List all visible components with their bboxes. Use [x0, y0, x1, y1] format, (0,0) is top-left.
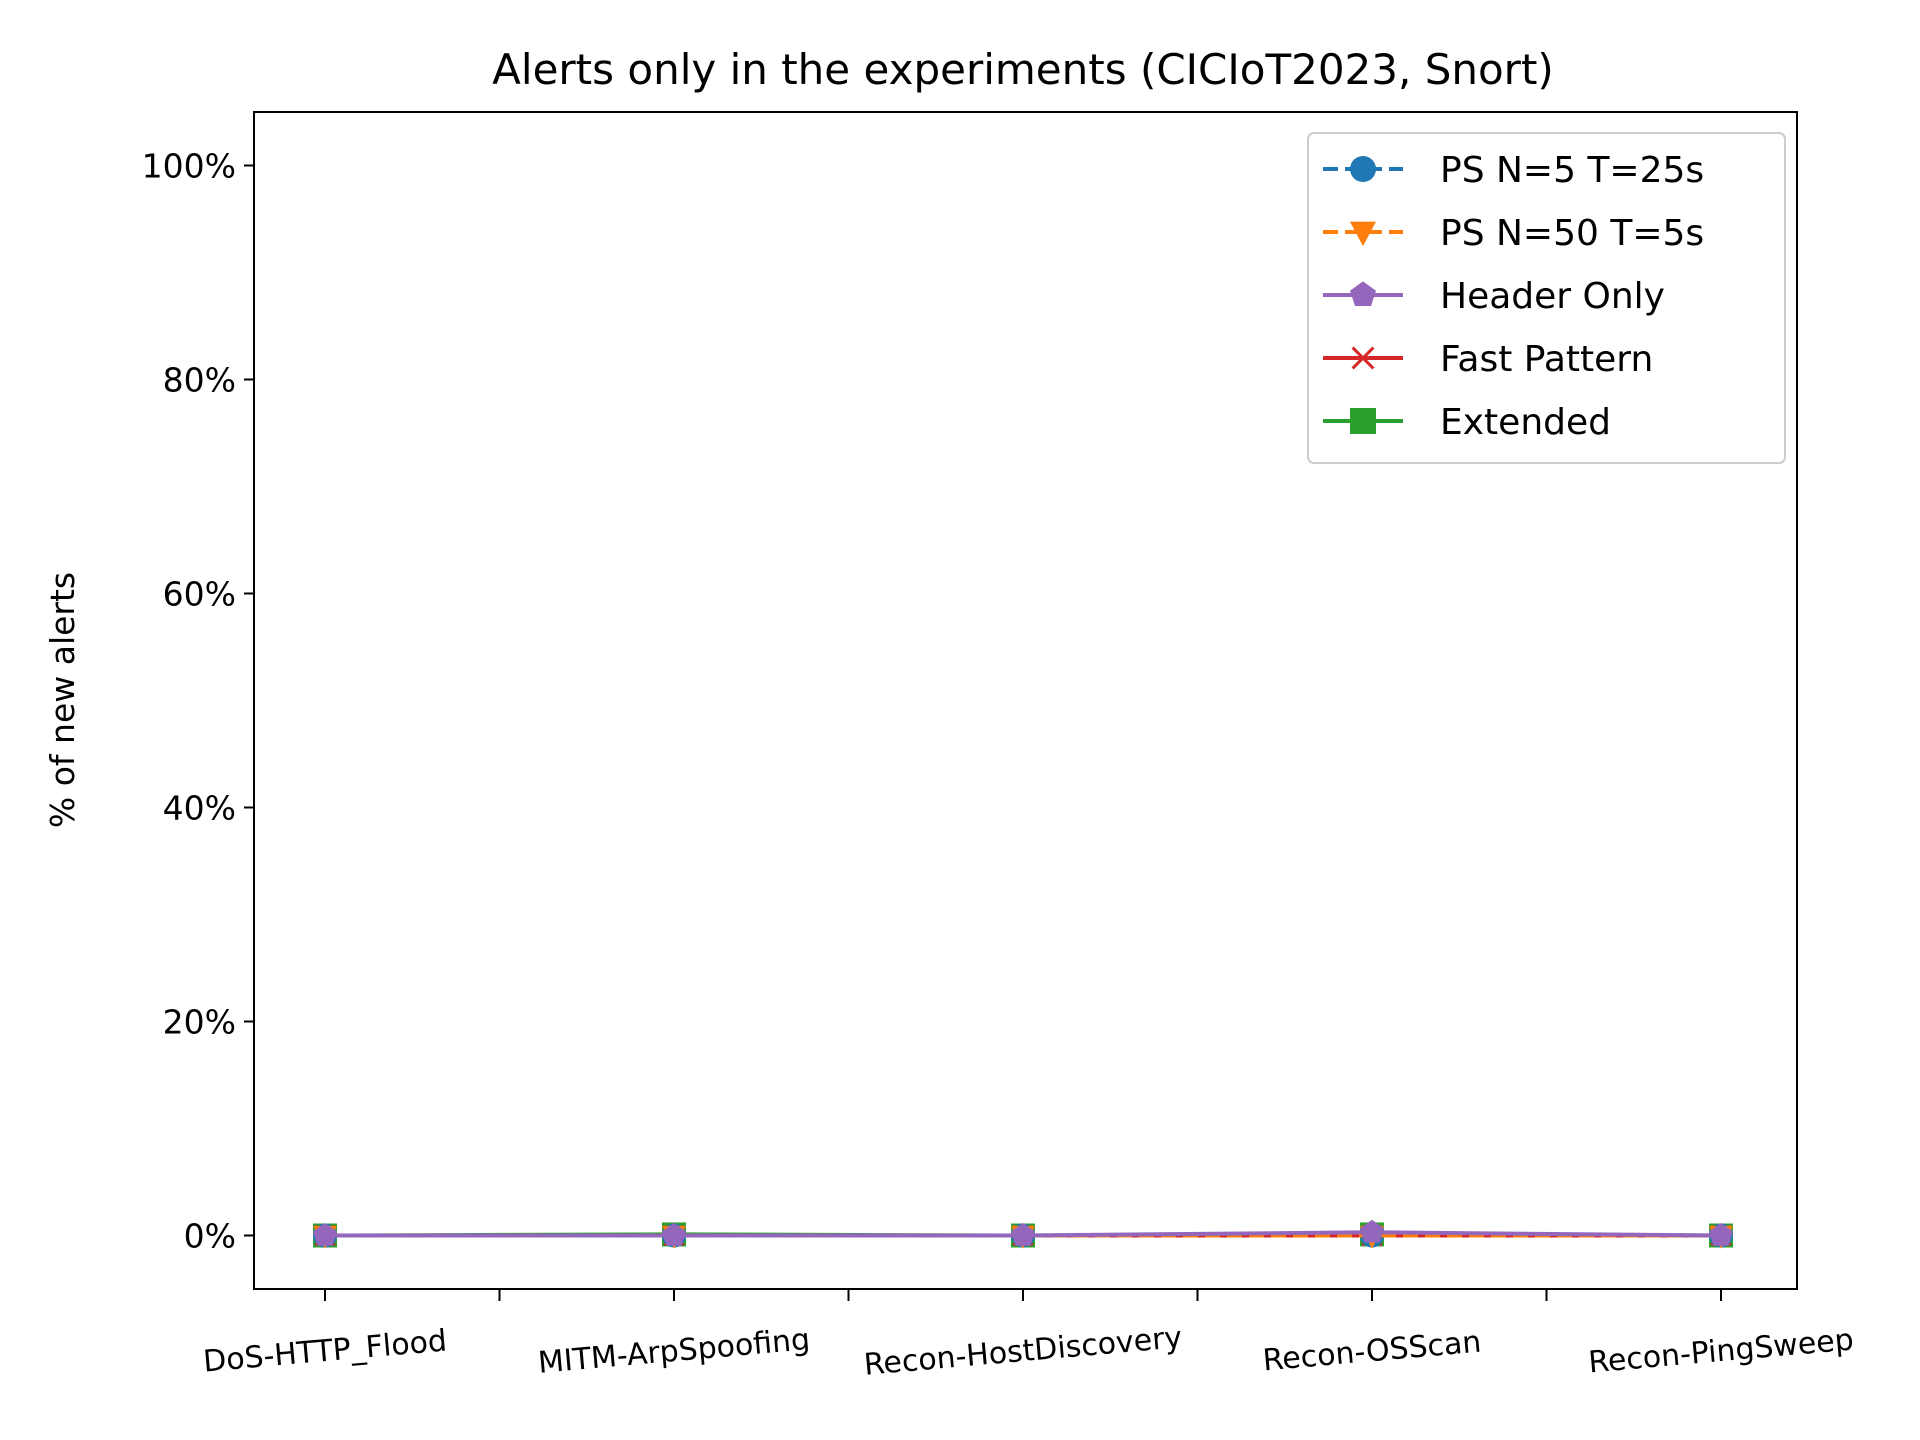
legend-marker [1350, 281, 1376, 306]
legend-item: PS N=5 T=25s [1323, 150, 1704, 191]
legend-marker [1350, 408, 1376, 434]
legend-label: Extended [1440, 402, 1611, 443]
legend-label: Header Only [1440, 276, 1665, 317]
data-point [1709, 1222, 1733, 1246]
legend-label: PS N=50 T=5s [1440, 213, 1704, 254]
y-tick-label: 60% [163, 575, 236, 614]
legend-item: Extended [1323, 402, 1611, 443]
data-point [1011, 1222, 1035, 1246]
series-2 [313, 1219, 1733, 1246]
data-point [313, 1222, 337, 1246]
legend-marker [1350, 156, 1376, 182]
y-tick-label: 20% [163, 1003, 236, 1042]
y-axis-label: % of new alerts [43, 572, 82, 828]
legend-box [1307, 132, 1786, 464]
y-tick-label: 0% [184, 1217, 236, 1256]
legend-item: Header Only [1323, 276, 1665, 317]
chart-title: Alerts only in the experiments (CICIoT20… [492, 45, 1554, 94]
legend-label: PS N=5 T=25s [1440, 150, 1704, 191]
data-point [662, 1222, 686, 1246]
legend-label: Fast Pattern [1440, 339, 1653, 380]
legend-item: PS N=50 T=5s [1323, 213, 1704, 254]
y-tick-label: 80% [163, 361, 236, 400]
legend-marker [1350, 221, 1376, 247]
y-tick-label: 40% [163, 789, 236, 828]
legend: PS N=5 T=25s PS N=50 T=5s Header Only Fast … [1307, 132, 1786, 464]
axes-frame [253, 111, 1798, 1290]
legend-marker [1351, 346, 1375, 370]
data-point [1360, 1219, 1384, 1243]
legend-marker-stroke-b [1351, 346, 1375, 370]
y-tick-label: 100% [142, 147, 236, 186]
legend-item: Fast Pattern [1323, 339, 1653, 380]
